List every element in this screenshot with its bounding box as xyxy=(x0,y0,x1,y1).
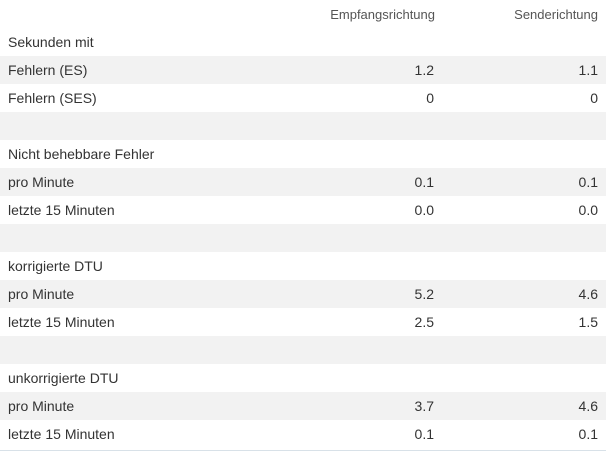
table-header: Empfangsrichtung Senderichtung xyxy=(0,0,606,28)
table-row: pro Minute 5.2 4.6 xyxy=(0,280,606,308)
receive-value: 3.7 xyxy=(414,398,434,414)
receive-value: 5.2 xyxy=(414,286,434,302)
receive-value: 0 xyxy=(426,90,434,106)
send-value: 0.0 xyxy=(578,202,598,218)
table-row: letzte 15 Minuten 0.0 0.0 xyxy=(0,196,606,224)
send-value: 0 xyxy=(590,90,598,106)
row-label: Fehlern (SES) xyxy=(8,90,97,106)
row-label: Nicht behebbare Fehler xyxy=(8,146,155,162)
receive-value: 0.1 xyxy=(414,426,434,442)
table-row: pro Minute 0.1 0.1 xyxy=(0,168,606,196)
spacer-row xyxy=(0,224,606,252)
table-row: korrigierte DTU xyxy=(0,252,606,280)
row-label: unkorrigierte DTU xyxy=(8,370,119,386)
row-label: Fehlern (ES) xyxy=(8,62,88,78)
row-label: pro Minute xyxy=(8,174,75,190)
row-label: pro Minute xyxy=(8,398,75,414)
row-label: letzte 15 Minuten xyxy=(8,314,115,330)
send-value: 1.5 xyxy=(578,314,598,330)
spacer-row xyxy=(0,112,606,140)
receive-value: 2.5 xyxy=(414,314,434,330)
row-label: pro Minute xyxy=(8,286,75,302)
column-header-send: Senderichtung xyxy=(514,6,598,22)
column-header-receive: Empfangsrichtung xyxy=(330,6,435,22)
row-label: letzte 15 Minuten xyxy=(8,202,115,218)
row-label: letzte 15 Minuten xyxy=(8,426,115,442)
send-value: 0.1 xyxy=(578,426,598,442)
send-value: 4.6 xyxy=(578,398,598,414)
spacer-row xyxy=(0,336,606,364)
receive-value: 0.1 xyxy=(414,174,434,190)
table-row: unkorrigierte DTU xyxy=(0,364,606,392)
table-row: Fehlern (ES) 1.2 1.1 xyxy=(0,56,606,84)
send-value: 4.6 xyxy=(578,286,598,302)
receive-value: 0.0 xyxy=(414,202,434,218)
table-row: pro Minute 3.7 4.6 xyxy=(0,392,606,420)
row-label: Sekunden mit xyxy=(8,34,94,50)
row-label: korrigierte DTU xyxy=(8,258,103,274)
receive-value: 1.2 xyxy=(414,62,434,78)
table-row: letzte 15 Minuten 2.5 1.5 xyxy=(0,308,606,336)
table-row: letzte 15 Minuten 0.1 0.1 xyxy=(0,420,606,448)
table-row: Fehlern (SES) 0 0 xyxy=(0,84,606,112)
send-value: 0.1 xyxy=(578,174,598,190)
table-row: Nicht behebbare Fehler xyxy=(0,140,606,168)
table-row: Sekunden mit xyxy=(0,28,606,56)
send-value: 1.1 xyxy=(578,62,598,78)
